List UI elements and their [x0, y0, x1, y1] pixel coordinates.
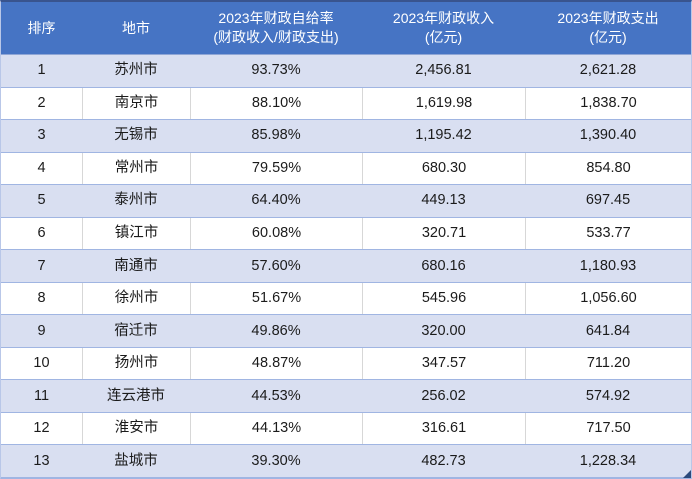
- table-row: 12 淮安市 44.13% 316.61 717.50: [1, 412, 691, 446]
- cell-city[interactable]: 无锡市: [114, 127, 158, 144]
- cell-rank[interactable]: 6: [37, 225, 46, 241]
- table-row: 8 徐州市 51.67% 545.96 1,056.60: [1, 282, 691, 316]
- fill-handle[interactable]: [683, 470, 691, 478]
- table-row: 9 宿迁市 49.86% 320.00 641.84: [1, 315, 691, 348]
- cell-rate[interactable]: 57.60%: [251, 257, 301, 274]
- cell-rate[interactable]: 64.40%: [251, 192, 301, 209]
- header-expenditure-label: 2023年财政支出: [557, 10, 659, 27]
- header-rank-label: 排序: [27, 19, 56, 36]
- header-city[interactable]: 地市: [82, 2, 190, 54]
- cell-rank[interactable]: 11: [33, 387, 50, 404]
- table-row: 13 盐城市 39.30% 482.73 1,228.34: [1, 445, 691, 478]
- table-header-row: 排序 地市 2023年财政自给率 (财政收入/财政支出) 2023年财政收入 (…: [1, 2, 691, 55]
- header-revenue[interactable]: 2023年财政收入 (亿元): [362, 2, 525, 54]
- cell-revenue[interactable]: 482.73: [421, 452, 466, 469]
- cell-city[interactable]: 淮安市: [82, 412, 190, 445]
- cell-revenue[interactable]: 256.02: [421, 387, 466, 404]
- cell-revenue[interactable]: 1,619.98: [362, 87, 525, 120]
- cell-city[interactable]: 盐城市: [114, 452, 158, 469]
- table-row: 10 扬州市 48.87% 347.57 711.20: [1, 347, 691, 381]
- cell-city[interactable]: 连云港市: [107, 387, 165, 404]
- cell-rate[interactable]: 51.67%: [190, 282, 362, 315]
- table-row: 6 镇江市 60.08% 320.71 533.77: [1, 217, 691, 251]
- cell-rank[interactable]: 2: [37, 94, 46, 111]
- cell-city[interactable]: 镇江市: [82, 217, 190, 250]
- cell-expenditure[interactable]: 574.92: [585, 387, 631, 404]
- cell-rate[interactable]: 60.08%: [190, 217, 362, 250]
- cell-rank[interactable]: 3: [37, 127, 46, 144]
- cell-revenue[interactable]: 1,195.42: [415, 127, 472, 144]
- cell-revenue[interactable]: 545.96: [362, 282, 525, 315]
- cell-city[interactable]: 宿迁市: [114, 322, 158, 339]
- cell-expenditure[interactable]: 711.20: [525, 347, 691, 380]
- header-rate-label: 2023年财政自给率: [218, 10, 334, 27]
- cell-revenue[interactable]: 449.13: [421, 192, 466, 209]
- cell-rate[interactable]: 79.59%: [190, 152, 362, 185]
- header-revenue-label: 2023年财政收入: [392, 10, 495, 27]
- header-revenue-sublabel: (亿元): [424, 29, 463, 45]
- cell-revenue[interactable]: 316.61: [362, 412, 525, 445]
- cell-expenditure[interactable]: 641.84: [585, 322, 631, 339]
- cell-rate[interactable]: 48.87%: [190, 347, 362, 380]
- cell-rank[interactable]: 1: [37, 62, 46, 79]
- cell-rank[interactable]: 12: [33, 420, 50, 437]
- cell-rate[interactable]: 39.30%: [251, 452, 301, 469]
- cell-city[interactable]: 苏州市: [114, 62, 158, 79]
- cell-city[interactable]: 南京市: [82, 87, 190, 120]
- cell-city[interactable]: 徐州市: [82, 282, 190, 315]
- cell-revenue[interactable]: 320.71: [362, 217, 525, 250]
- cell-expenditure[interactable]: 2,621.28: [579, 62, 637, 79]
- header-expenditure-sublabel: (亿元): [589, 29, 627, 45]
- cell-rate[interactable]: 88.10%: [190, 87, 362, 120]
- cell-expenditure[interactable]: 1,180.93: [579, 257, 637, 274]
- cell-city[interactable]: 泰州市: [114, 192, 158, 209]
- cell-revenue[interactable]: 347.57: [362, 347, 525, 380]
- table-row: 4 常州市 79.59% 680.30 854.80: [1, 152, 691, 186]
- cell-rank[interactable]: 8: [37, 290, 46, 307]
- cell-expenditure[interactable]: 1,390.40: [579, 127, 637, 144]
- cell-rank[interactable]: 7: [37, 257, 46, 274]
- cell-expenditure[interactable]: 1,228.34: [579, 452, 637, 469]
- cell-rank[interactable]: 10: [33, 355, 50, 372]
- table-row: 1 苏州市 93.73% 2,456.81 2,621.28: [1, 55, 691, 88]
- cell-rate[interactable]: 49.86%: [251, 322, 301, 339]
- cell-city[interactable]: 常州市: [82, 152, 190, 185]
- cell-expenditure[interactable]: 717.50: [525, 412, 691, 445]
- header-expenditure[interactable]: 2023年财政支出 (亿元): [525, 2, 691, 54]
- table-row: 11 连云港市 44.53% 256.02 574.92: [1, 380, 691, 413]
- cell-expenditure[interactable]: 533.77: [525, 217, 691, 250]
- cell-expenditure[interactable]: 697.45: [585, 192, 631, 209]
- cell-city[interactable]: 南通市: [114, 257, 158, 274]
- cell-rate[interactable]: 44.13%: [190, 412, 362, 445]
- cell-rank[interactable]: 4: [37, 159, 46, 176]
- cell-revenue[interactable]: 680.16: [421, 257, 466, 274]
- cell-rank[interactable]: 9: [37, 322, 46, 339]
- cell-expenditure[interactable]: 1,838.70: [525, 87, 691, 120]
- table-row: 5 泰州市 64.40% 449.13 697.45: [1, 185, 691, 218]
- cell-revenue[interactable]: 680.30: [362, 152, 525, 185]
- cell-expenditure[interactable]: 1,056.60: [525, 282, 691, 315]
- header-rate-sublabel: (财政收入/财政支出): [213, 29, 339, 45]
- header-rate[interactable]: 2023年财政自给率 (财政收入/财政支出): [190, 2, 362, 54]
- cell-rate[interactable]: 85.98%: [251, 127, 301, 144]
- cell-city[interactable]: 扬州市: [82, 347, 190, 380]
- header-city-label: 地市: [122, 19, 150, 36]
- table-row: 7 南通市 57.60% 680.16 1,180.93: [1, 250, 691, 283]
- cell-rate[interactable]: 93.73%: [251, 62, 301, 79]
- cell-rate[interactable]: 44.53%: [251, 387, 301, 404]
- table-row: 3 无锡市 85.98% 1,195.42 1,390.40: [1, 120, 691, 153]
- cell-rank[interactable]: 13: [33, 452, 50, 469]
- table-row: 2 南京市 88.10% 1,619.98 1,838.70: [1, 87, 691, 121]
- cell-rank[interactable]: 5: [37, 192, 46, 209]
- cell-expenditure[interactable]: 854.80: [525, 152, 691, 185]
- header-rank[interactable]: 排序: [1, 2, 82, 54]
- cell-revenue[interactable]: 2,456.81: [415, 62, 472, 79]
- cell-revenue[interactable]: 320.00: [421, 322, 466, 339]
